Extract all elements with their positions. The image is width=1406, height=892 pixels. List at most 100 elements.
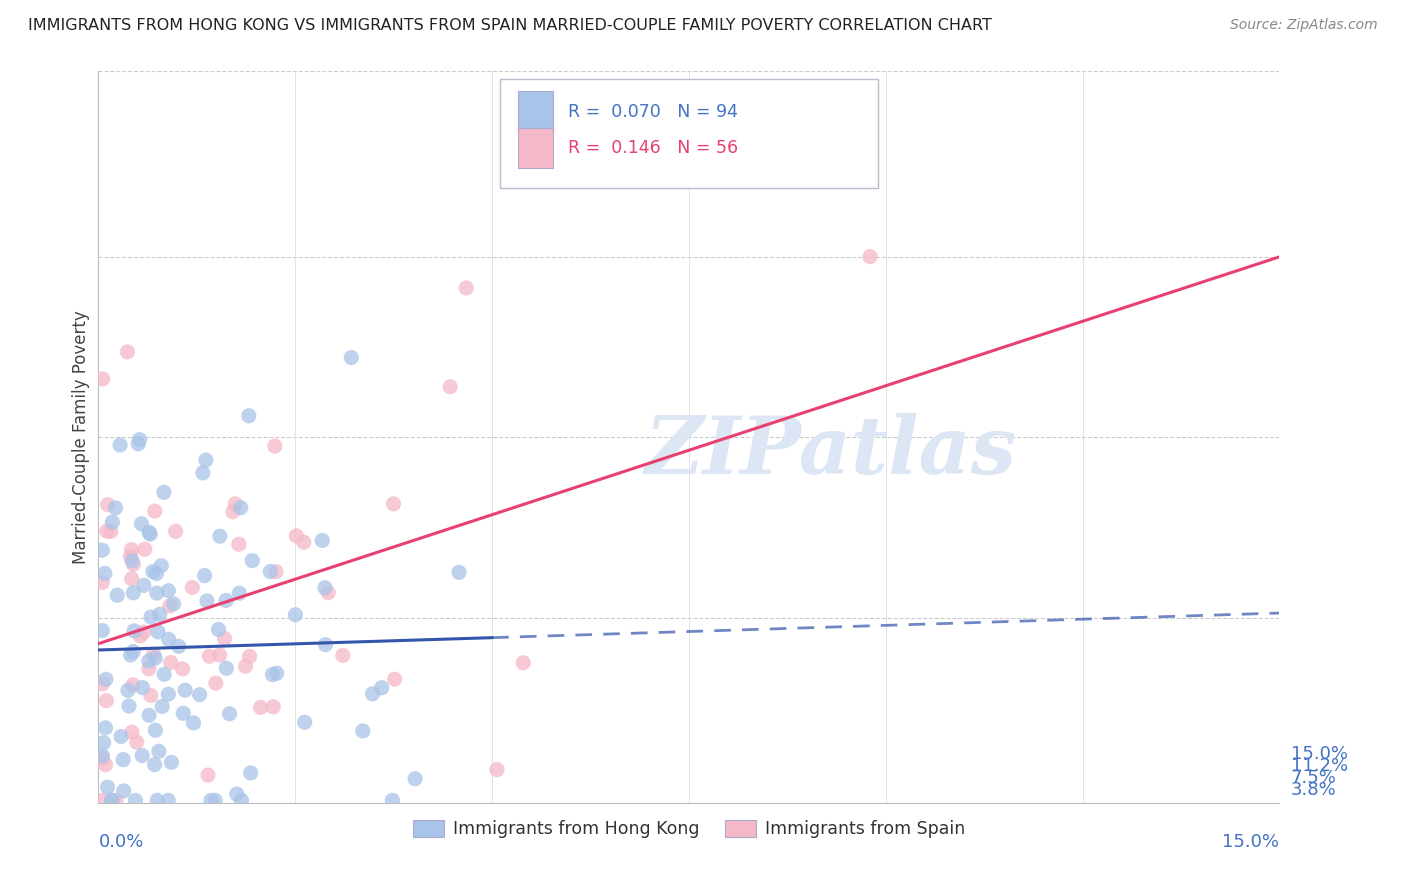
Point	[108, 438, 131, 452]
Point	[208, 529, 231, 543]
Point	[172, 662, 194, 676]
Point	[197, 768, 219, 782]
Point	[139, 610, 162, 624]
Point	[117, 683, 139, 698]
Point	[120, 549, 142, 564]
Point	[143, 757, 166, 772]
Point	[96, 524, 118, 538]
Point	[159, 599, 181, 613]
Text: 3.8%: 3.8%	[1291, 781, 1336, 799]
Point	[121, 725, 143, 739]
Point	[384, 672, 406, 686]
Text: 15.0%: 15.0%	[1222, 833, 1279, 851]
Point	[439, 380, 461, 394]
Point	[447, 566, 470, 580]
Point	[101, 515, 124, 529]
Point	[264, 565, 287, 579]
Point	[262, 699, 284, 714]
Point	[145, 723, 167, 738]
FancyBboxPatch shape	[517, 92, 553, 132]
Point	[121, 554, 143, 568]
Point	[129, 629, 152, 643]
Point	[122, 624, 145, 638]
Point	[134, 542, 156, 557]
Point	[285, 529, 308, 543]
Point	[332, 648, 354, 663]
Text: Source: ZipAtlas.com: Source: ZipAtlas.com	[1230, 18, 1378, 32]
Point	[121, 572, 143, 586]
Point	[404, 772, 426, 786]
Point	[194, 453, 217, 467]
Point	[124, 793, 146, 807]
Point	[100, 524, 122, 539]
Point	[249, 700, 271, 714]
Point	[181, 581, 204, 595]
Point	[165, 524, 187, 539]
Point	[143, 504, 166, 518]
Point	[370, 681, 392, 695]
Point	[284, 607, 307, 622]
Point	[97, 498, 120, 512]
Point	[121, 542, 143, 557]
Point	[91, 372, 114, 386]
Point	[94, 673, 117, 687]
Point	[146, 793, 169, 807]
Point	[224, 497, 246, 511]
Point	[91, 543, 114, 558]
Point	[195, 594, 218, 608]
Text: 0.0%: 0.0%	[98, 833, 143, 851]
Point	[859, 250, 882, 264]
Point	[100, 793, 122, 807]
Point	[311, 533, 333, 548]
Point	[142, 648, 165, 662]
Point	[218, 706, 240, 721]
Point	[105, 588, 128, 602]
Point	[262, 667, 284, 681]
Text: R =  0.146   N = 56: R = 0.146 N = 56	[568, 139, 738, 157]
Point	[162, 597, 184, 611]
Point	[131, 748, 153, 763]
Point	[263, 439, 285, 453]
Point	[456, 281, 478, 295]
Point	[91, 624, 114, 638]
Point	[143, 651, 166, 665]
Point	[91, 751, 114, 765]
Point	[122, 558, 145, 572]
Point	[239, 765, 262, 780]
Point	[294, 715, 316, 730]
FancyBboxPatch shape	[501, 78, 877, 188]
Point	[157, 793, 180, 807]
Point	[228, 537, 250, 551]
Point	[382, 497, 405, 511]
Point	[131, 516, 153, 531]
Text: ZIPatlas: ZIPatlas	[644, 413, 1017, 491]
Point	[94, 721, 117, 735]
Point	[96, 693, 118, 707]
Point	[200, 793, 222, 807]
Point	[153, 485, 176, 500]
Point	[118, 698, 141, 713]
Point	[149, 607, 172, 622]
Text: 7.5%: 7.5%	[1291, 770, 1337, 788]
Point	[138, 654, 160, 668]
Point	[104, 500, 127, 515]
Point	[188, 688, 211, 702]
Point	[97, 780, 120, 794]
Point	[222, 505, 245, 519]
Point	[381, 793, 404, 807]
Point	[204, 793, 226, 807]
Point	[361, 687, 384, 701]
Point	[229, 500, 252, 515]
Point	[157, 632, 180, 647]
Point	[110, 730, 132, 744]
Point	[104, 793, 127, 807]
Legend: Immigrants from Hong Kong, Immigrants from Spain: Immigrants from Hong Kong, Immigrants fr…	[406, 813, 972, 846]
Point	[150, 699, 173, 714]
Point	[101, 793, 124, 807]
Point	[132, 625, 155, 640]
Point	[157, 583, 180, 598]
Point	[139, 527, 162, 541]
Point	[231, 793, 253, 807]
Point	[148, 744, 170, 758]
Point	[153, 667, 176, 681]
